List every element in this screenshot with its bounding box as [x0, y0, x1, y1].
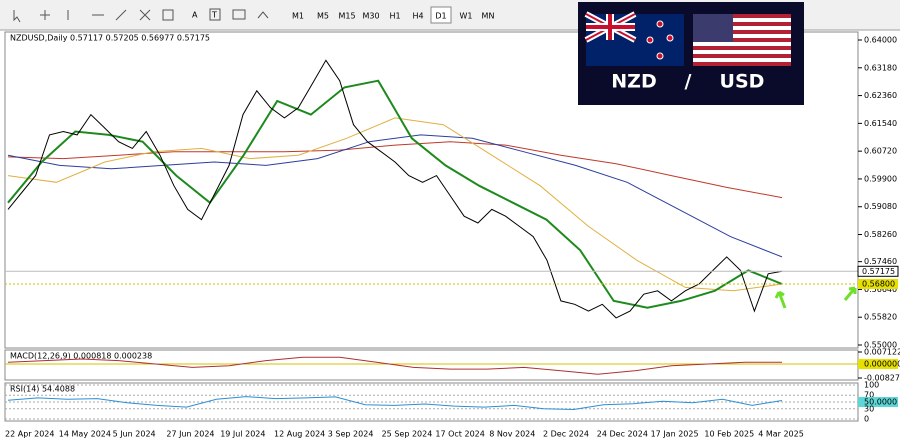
timeframe-button[interactable]: M1	[292, 12, 304, 21]
macd-panel	[4, 349, 859, 381]
timeframe-button[interactable]: H1	[389, 12, 400, 21]
date-label: 8 Nov 2024	[489, 430, 535, 439]
date-label: 2 Dec 2024	[543, 430, 589, 439]
y-tick-label: 0.60720	[864, 147, 897, 156]
marker-tag	[858, 279, 898, 289]
arrow	[843, 286, 857, 301]
date-label: 17 Jan 2025	[651, 430, 699, 439]
date-label: 14 May 2024	[59, 430, 111, 439]
date-label: 17 Oct 2024	[435, 430, 484, 439]
nz-flag	[584, 11, 684, 66]
date-label: 3 Sep 2024	[328, 430, 374, 439]
macd-signal	[7, 356, 782, 375]
rsi-level-tag	[858, 397, 898, 407]
y-tick-label: 0.63180	[864, 63, 897, 72]
y-tick-label: 0.55000	[864, 341, 897, 350]
y-tick-label: 0.61540	[864, 119, 897, 128]
arrow	[774, 290, 787, 309]
ma-green	[7, 79, 783, 309]
tool-icons[interactable]	[13, 8, 269, 23]
date-label: 25 Sep 2024	[382, 430, 433, 439]
timeframe-button[interactable]: W1	[460, 12, 473, 21]
macd-label: MACD(12,26,9) 0.000818 0.000238	[10, 352, 152, 361]
current-price-label: 0.57175	[862, 267, 895, 276]
timeframe-button[interactable]: H4	[412, 12, 423, 21]
date-label: 5 Jun 2024	[113, 430, 156, 439]
rsi-tick-label: 30	[864, 404, 874, 413]
rsi-label: RSI(14) 54.4088	[10, 385, 75, 394]
timeframe-button[interactable]: M15	[338, 12, 355, 21]
ma-blue	[7, 134, 783, 258]
chart-header: NZDUSD,Daily 0.57117 0.57205 0.56977 0.5…	[10, 34, 210, 43]
timeframe-button[interactable]: M30	[362, 12, 379, 21]
rsi-tick-label: 0	[864, 415, 869, 424]
us-flag	[693, 14, 791, 66]
y-tick-label: 0.59900	[864, 174, 897, 183]
rsi-tick-label: 100	[864, 381, 879, 390]
y-tick-label: 0.56640	[864, 285, 897, 294]
date-label: 19 Jul 2024	[220, 430, 265, 439]
active-timeframe	[430, 6, 452, 24]
date-label: 22 Apr 2024	[5, 430, 54, 439]
banner-base: NZD	[611, 71, 656, 93]
y-tick-label: 0.62360	[864, 91, 897, 100]
date-label: 4 Mar 2025	[758, 430, 804, 439]
text-tool[interactable]: A	[192, 11, 198, 20]
y-tick-label: 0.55820	[864, 313, 897, 322]
y-tick-label: 0.58260	[864, 230, 897, 239]
ma-yellow	[7, 117, 783, 292]
date-label: 10 Feb 2025	[704, 430, 754, 439]
macd-tick-label: 0.000000	[864, 360, 900, 369]
y-tick-label: 0.64000	[864, 36, 897, 45]
price-line	[7, 59, 783, 319]
macd-tick-label: -0.008275	[864, 374, 900, 383]
macd-tick-label: 0.007122	[864, 348, 900, 357]
current-price-tag	[857, 265, 899, 277]
macd-zero-tag	[858, 359, 898, 370]
timeframe-button[interactable]: MN	[482, 12, 495, 21]
date-label: 24 Dec 2024	[597, 430, 648, 439]
timeframe-button[interactable]: D1	[435, 12, 446, 21]
y-tick-label: 0.57460	[864, 257, 897, 266]
y-tick-label: 0.59080	[864, 202, 897, 211]
banner-separator: /	[685, 71, 692, 93]
label-tool[interactable]: T	[211, 11, 217, 20]
rsi-tick-label: 50.0000	[864, 398, 897, 407]
rsi-line	[7, 396, 783, 411]
ma-red	[7, 141, 783, 199]
date-label: 27 Jun 2024	[166, 430, 214, 439]
rsi-tick-label: 70	[864, 391, 874, 400]
date-label: 12 Aug 2024	[274, 430, 325, 439]
timeframe-button[interactable]: M5	[317, 12, 329, 21]
marker-label: 0.56800	[862, 280, 895, 289]
banner-quote: USD	[720, 71, 765, 93]
